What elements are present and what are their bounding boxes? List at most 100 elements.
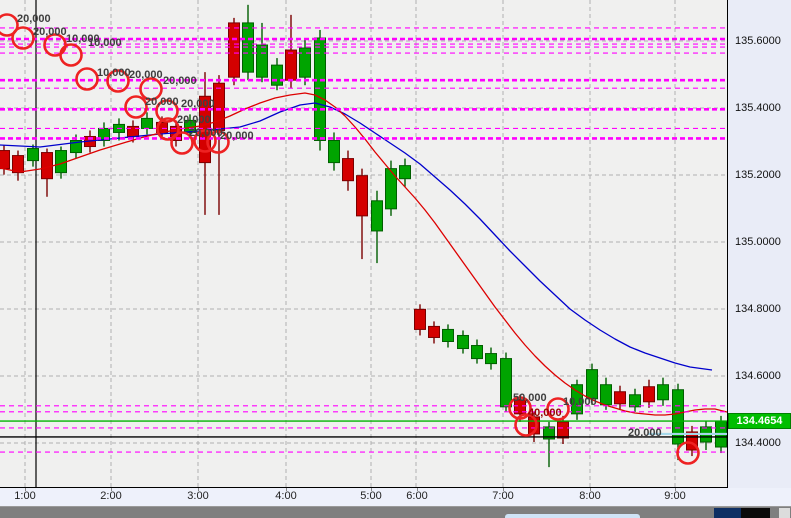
price-axis[interactable]: 134.4654 135.6000 135.4000 135.2000 135.000… [728, 0, 791, 506]
taskbar-button-navy[interactable] [714, 508, 741, 518]
time-axis[interactable]: 1:00 2:00 3:00 4:00 5:00 6:00 7:00 8:00 9:00 [0, 488, 728, 506]
order-quantity-label: 20,000 [129, 69, 163, 81]
ma-fast-red [0, 92, 727, 416]
order-marker-circle[interactable] [59, 43, 83, 67]
candle-up [98, 122, 110, 147]
price-axis-label: 135.0000 [735, 236, 781, 248]
chart-plot-area[interactable]: 20,000 20,000 10,000 10,000 10,000 20,000 20,0… [0, 0, 728, 488]
candle-up [700, 420, 712, 451]
time-axis-tick [286, 488, 287, 491]
time-axis-label: 5:00 [360, 490, 382, 502]
time-axis-label: 3:00 [187, 490, 209, 502]
candle-up [371, 190, 383, 264]
time-axis-label: 1:00 [14, 490, 36, 502]
time-axis-tick [371, 488, 372, 491]
order-marker-circle[interactable] [508, 396, 532, 420]
order-marker-circle[interactable] [124, 95, 148, 119]
order-quantity-label: 20,000 [163, 75, 197, 87]
taskbar-button-black[interactable] [741, 508, 770, 518]
time-axis-label: 7:00 [492, 490, 514, 502]
candle-up [242, 4, 254, 81]
candle-down [41, 148, 53, 197]
candlestick-chart-canvas [0, 0, 727, 487]
order-marker-circle[interactable] [170, 131, 194, 155]
candle-up [543, 421, 555, 468]
candle-down [12, 150, 24, 181]
order-marker-circle[interactable] [155, 99, 179, 123]
candle-down [614, 385, 626, 410]
candle-down [228, 17, 240, 86]
order-quantity-label: 10,000 [88, 37, 122, 49]
order-quantity-label: 20,000 [628, 427, 662, 439]
time-axis-label: 9:00 [664, 490, 686, 502]
time-axis-label: 6:00 [406, 490, 428, 502]
ma-slow-blue [0, 102, 713, 371]
price-axis-label: 134.8000 [735, 303, 781, 315]
candle-up [629, 388, 641, 412]
candle-up [27, 144, 39, 167]
order-marker-circle[interactable] [156, 117, 180, 141]
window-fragment-lightblue [505, 514, 640, 518]
candle-up [385, 160, 397, 216]
candle-down [428, 321, 440, 344]
order-marker-circle[interactable] [106, 69, 130, 93]
order-quantity-label: 20,000 [177, 114, 211, 126]
time-axis-label: 8:00 [579, 490, 601, 502]
candle-down [342, 150, 354, 191]
taskbar [0, 506, 791, 518]
order-quantity-label: 20,000 [189, 127, 223, 139]
candle-down [356, 168, 368, 260]
candle-up [271, 58, 283, 91]
current-price-badge: 134.4654 [728, 413, 791, 430]
order-marker-circle[interactable] [193, 129, 217, 153]
order-quantity-label: 10,000 [66, 33, 100, 45]
order-marker-circle[interactable] [11, 26, 35, 50]
candle-up [328, 132, 340, 171]
order-quantity-label: 20,000 [145, 96, 179, 108]
price-axis-label: 135.6000 [735, 35, 781, 47]
time-axis-label: 4:00 [275, 490, 297, 502]
time-axis-tick [111, 488, 112, 491]
candle-up [457, 330, 469, 354]
time-axis-tick [590, 488, 591, 491]
time-axis-tick [198, 488, 199, 491]
price-axis-label: 134.4000 [735, 437, 781, 449]
candle-down [285, 14, 297, 89]
order-quantity-label: 10,000 [97, 67, 131, 79]
candle-up [442, 324, 454, 348]
order-marker-circle[interactable] [514, 413, 538, 437]
axis-corner [728, 488, 791, 506]
candle-down [643, 379, 655, 408]
taskbar-button-light[interactable] [779, 508, 790, 518]
order-marker-circle[interactable] [0, 13, 19, 37]
time-axis-tick [675, 488, 676, 491]
order-quantity-label: 20,000 [181, 98, 215, 110]
order-quantity-label: 40,000 [528, 407, 562, 419]
order-quantity-label: 10,000 [563, 396, 597, 408]
price-axis-label: 135.4000 [735, 102, 781, 114]
order-marker-circle[interactable] [676, 441, 700, 465]
time-axis-tick [503, 488, 504, 491]
candle-up [571, 379, 583, 420]
order-marker-circle[interactable] [75, 67, 99, 91]
price-axis-label: 135.2000 [735, 169, 781, 181]
order-quantity-label: 50,000 [513, 392, 547, 404]
candle-up [500, 352, 512, 412]
time-axis-label: 2:00 [100, 490, 122, 502]
candle-up [399, 158, 411, 187]
order-quantity-label: 20,000 [33, 26, 67, 38]
candle-up [299, 37, 311, 86]
order-marker-circle[interactable] [139, 77, 163, 101]
order-marker-circle[interactable] [206, 130, 230, 154]
price-axis-label: 134.6000 [735, 370, 781, 382]
candle-up [657, 377, 669, 406]
order-marker-circle[interactable] [546, 397, 570, 421]
candle-up [314, 29, 326, 151]
time-axis-tick [417, 488, 418, 491]
order-quantity-label: 20,000 [220, 130, 254, 142]
time-axis-tick [25, 488, 26, 491]
candle-down [414, 304, 426, 336]
order-quantity-label: 20,000 [17, 13, 51, 25]
candle-up [471, 339, 483, 364]
